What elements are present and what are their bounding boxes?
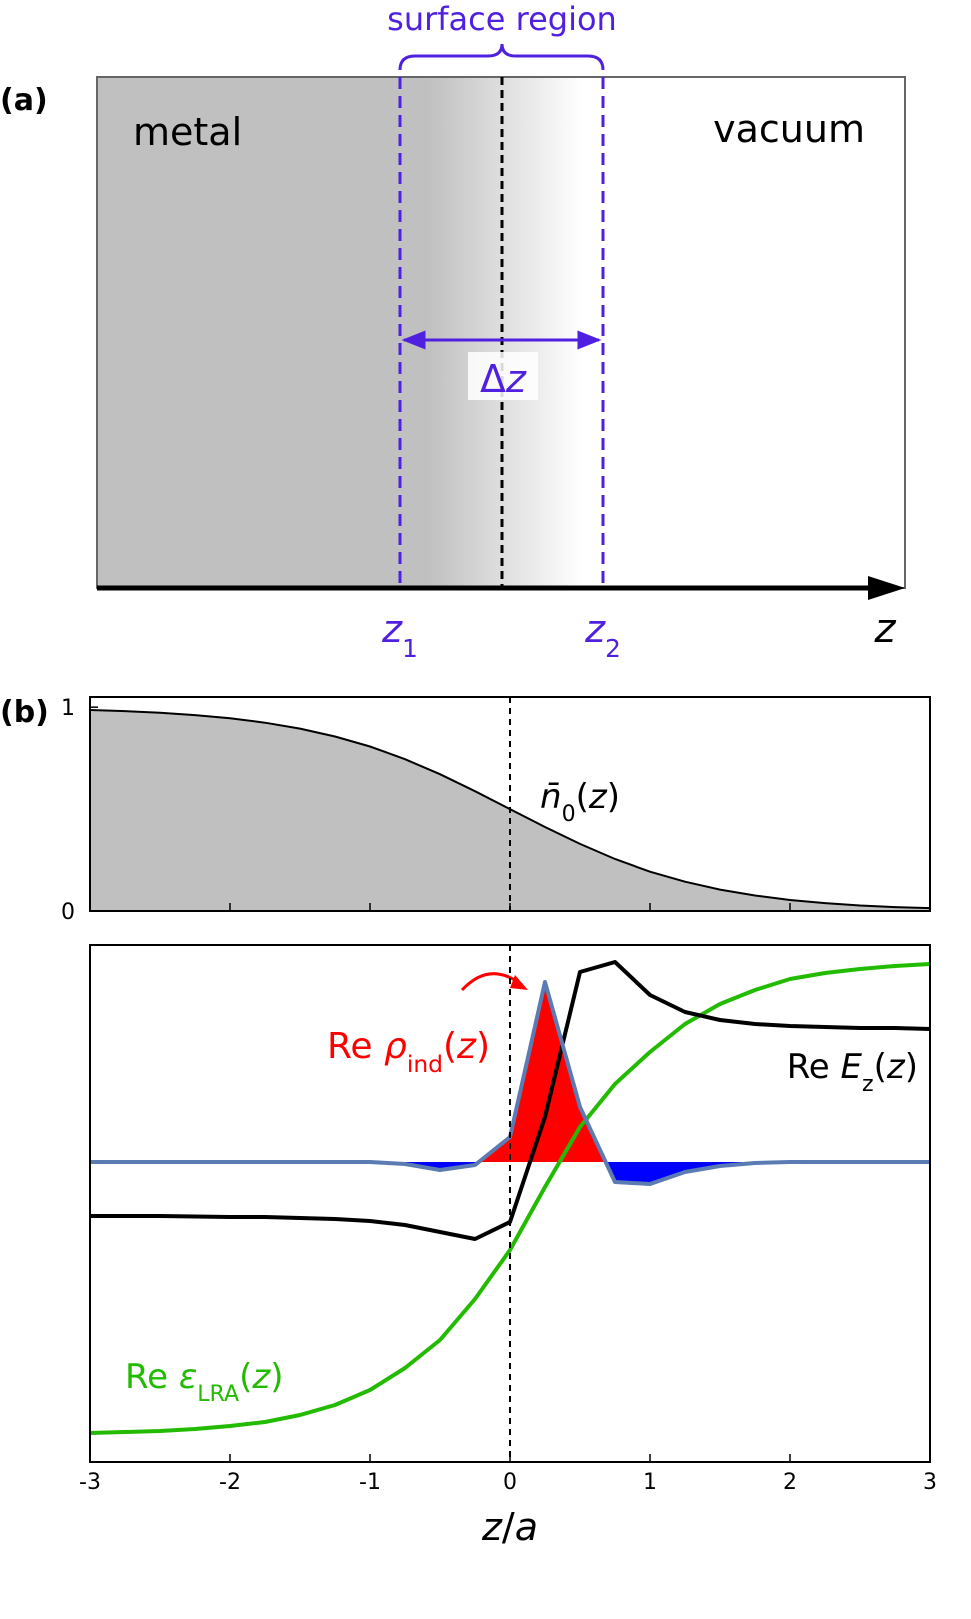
label-part: z [456, 1026, 477, 1067]
curve-label: n̄0(z) [540, 777, 620, 827]
label-part: z [251, 1357, 271, 1397]
x-tick-label: -3 [79, 1470, 101, 1495]
label-part: z [886, 1047, 906, 1087]
metal-label: metal [133, 110, 242, 154]
label-part: ( [239, 1357, 252, 1397]
curve-label: Re ρind(z) [327, 1026, 490, 1078]
label-part: Re [327, 1026, 384, 1067]
label-part: z [381, 607, 403, 651]
axis-arrowhead [868, 576, 905, 600]
label-part: ) [476, 1026, 490, 1067]
label-part: ( [443, 1026, 457, 1067]
region-label: surface region [387, 0, 617, 38]
label-part: ε [179, 1357, 197, 1397]
brace [398, 43, 605, 71]
label-part: / [502, 1505, 515, 1549]
label-part: LRA [197, 1381, 239, 1407]
axis-label: z [874, 606, 897, 652]
label-part: Re [125, 1357, 179, 1397]
x-axis-label: z/a [481, 1505, 538, 1549]
y-tick-label: 0 [61, 900, 75, 925]
label-part: z [862, 1071, 874, 1097]
x-tick-label: 0 [503, 1470, 517, 1495]
label-part: a [515, 1505, 538, 1549]
z2-label: z2 [584, 607, 621, 663]
label-part: ) [607, 777, 620, 817]
label-part: Re [787, 1047, 841, 1087]
label-part: Δ [480, 357, 506, 401]
x-tick-label: -2 [219, 1470, 241, 1495]
label-part: ρ [384, 1026, 407, 1067]
label-part: z [588, 777, 608, 817]
label-part: ( [576, 777, 589, 817]
curve [89, 962, 931, 1435]
y-tick-label: 1 [61, 696, 75, 721]
label-part: 2 [605, 634, 621, 663]
label-part: E [841, 1047, 863, 1087]
label-part: 0 [562, 801, 576, 827]
curve-label: Re Ez(z) [787, 1047, 918, 1097]
delta-z-label: Δz [480, 357, 527, 401]
pointer-arrowhead [510, 975, 528, 990]
label-part: ( [874, 1047, 887, 1087]
label-part: 1 [402, 634, 418, 663]
x-tick-label: 3 [923, 1470, 937, 1495]
label-part: z [505, 357, 527, 401]
panel-label: (a) [0, 83, 48, 118]
curve-label: Re εLRA(z) [125, 1357, 284, 1407]
label-part: ind [407, 1050, 443, 1078]
label-part: ) [905, 1047, 918, 1087]
x-tick-label: 1 [643, 1470, 657, 1495]
z1-label: z1 [381, 607, 418, 663]
label-bg [468, 352, 538, 400]
label-part: z [481, 1505, 503, 1549]
vacuum-label: vacuum [713, 107, 865, 151]
panel-label: (b) [0, 695, 49, 730]
label-part: ) [270, 1357, 283, 1397]
x-tick-label: 2 [783, 1470, 797, 1495]
label-part: z [584, 607, 606, 651]
label-part: n̄ [540, 777, 562, 817]
x-tick-label: -1 [359, 1470, 381, 1495]
